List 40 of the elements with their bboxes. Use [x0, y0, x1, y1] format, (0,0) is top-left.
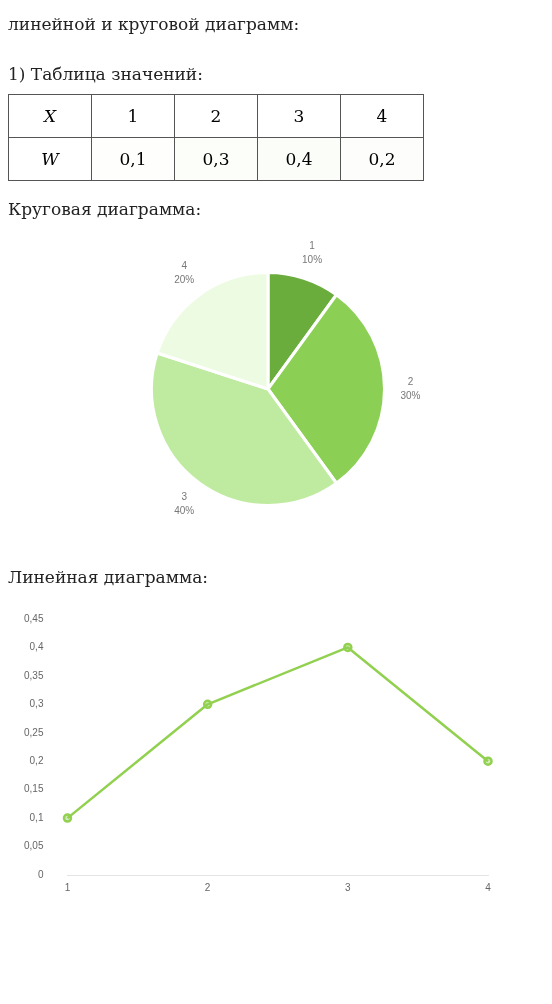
data-label: 0,3	[174, 137, 258, 181]
x-tick-label: 3	[345, 881, 352, 893]
data-label: 10%	[302, 254, 323, 266]
y-tick-label: 0,15	[23, 783, 44, 795]
slice-label: 3	[181, 491, 188, 503]
x-tick-label: 4	[485, 881, 492, 893]
y-tick-label: 0,35	[23, 669, 44, 681]
data-label: 0,1	[91, 137, 175, 181]
data-label: 30%	[400, 389, 421, 401]
chart-title: Круговая диаграмма:	[8, 199, 203, 219]
point	[483, 756, 493, 766]
point	[62, 813, 73, 823]
y-tick-label: 0,1	[29, 811, 44, 823]
y-tick-label: W	[8, 137, 92, 181]
y-tick-label: 0,3	[29, 698, 44, 710]
chart-subtitle: 1) Таблица значений:	[8, 64, 204, 84]
slice-label: 2	[407, 375, 414, 387]
x-tick-label: 3	[257, 94, 341, 138]
slice-label: 1	[309, 240, 316, 252]
data-label: 0,4	[257, 137, 341, 181]
chart-title: Линейная диаграмма:	[8, 567, 209, 587]
slice-label: 4	[181, 260, 188, 272]
data-label: 0,2	[340, 137, 424, 181]
x-tick-label: 1	[91, 94, 175, 138]
y-tick-label: 0	[37, 868, 44, 880]
y-tick-label: 0,25	[23, 726, 44, 738]
y-tick-label: 0,45	[23, 612, 44, 624]
point	[343, 642, 353, 653]
data-label: 20%	[174, 274, 195, 286]
data-label: 40%	[174, 505, 195, 517]
x-tick-label: 1	[64, 881, 71, 893]
x-tick-label: 2	[174, 94, 258, 138]
y-tick-label: 0,05	[23, 840, 44, 852]
x-axis-title: X	[8, 94, 92, 138]
y-tick-label: 0,2	[29, 754, 44, 766]
point	[202, 699, 213, 710]
y-tick-label: 0,4	[29, 641, 44, 653]
x-tick-label: 2	[204, 881, 211, 893]
chart-title: линейной и круговой диаграмм:	[8, 14, 301, 34]
x-tick-label: 4	[340, 94, 424, 138]
